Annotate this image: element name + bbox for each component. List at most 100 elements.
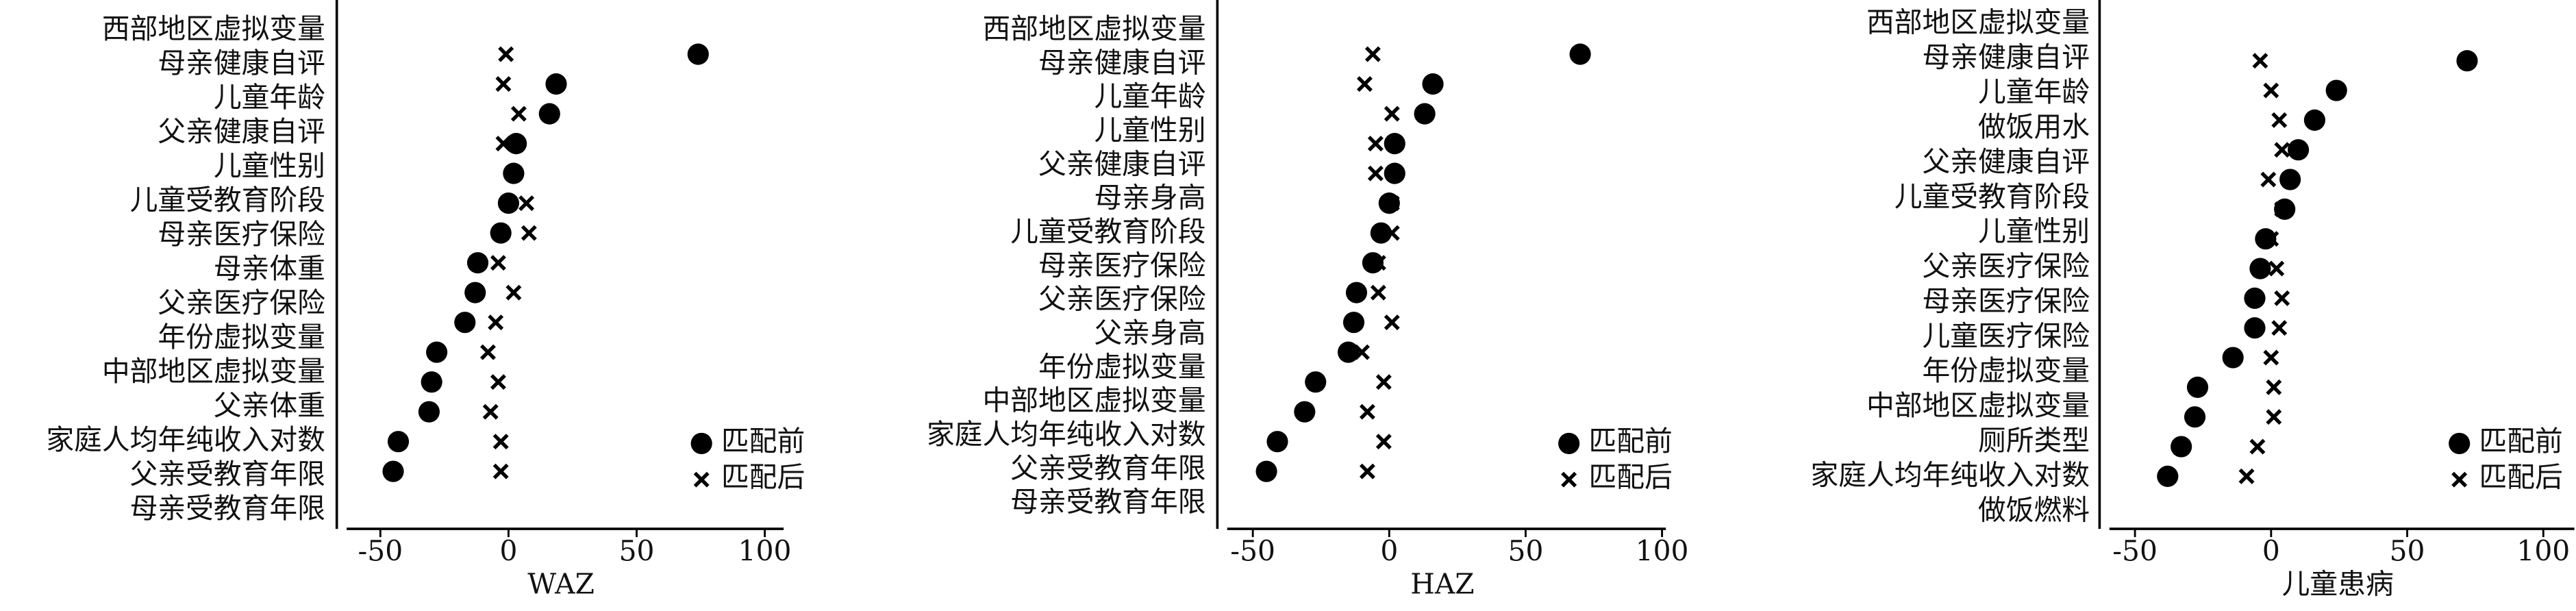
legend-label: 匹配后 — [1588, 461, 1672, 494]
after-cross — [1367, 136, 1384, 152]
marker-stroke — [498, 46, 514, 62]
x-tick-label: 100 — [2516, 535, 2570, 568]
after-cross — [490, 374, 506, 390]
after-cross — [1370, 284, 1386, 301]
marker-stroke — [521, 225, 537, 241]
legend-marker — [690, 432, 712, 455]
marker-stroke — [2271, 112, 2288, 128]
before-dot — [1378, 192, 1400, 214]
before-dot — [1384, 162, 1405, 184]
before-dot — [418, 401, 440, 423]
after-cross — [521, 225, 537, 241]
marker-stroke — [2252, 53, 2268, 69]
category-label: 做饭燃料 — [1978, 494, 2090, 527]
after-cross — [2263, 349, 2279, 366]
after-cross — [492, 434, 509, 450]
legend-marker — [2451, 471, 2468, 488]
category-label: 儿童受教育阶段 — [1010, 215, 1205, 248]
category-label: 母亲医疗保险 — [1922, 284, 2090, 317]
category-label: 母亲体重 — [214, 252, 325, 285]
before-dot — [382, 460, 404, 482]
before-dot — [2249, 258, 2271, 279]
before-dot — [1370, 222, 1392, 244]
marker-stroke — [2249, 438, 2266, 455]
legend-label: 匹配前 — [2479, 425, 2562, 458]
after-cross — [2266, 379, 2282, 395]
after-cross — [1384, 105, 1400, 122]
before-dot — [490, 222, 512, 244]
category-label: 西部地区虚拟变量 — [1866, 5, 2090, 38]
before-dot — [2255, 228, 2277, 250]
marker-stroke — [693, 471, 710, 488]
before-dot — [466, 252, 489, 274]
before-dot — [2303, 109, 2326, 131]
legend-label: 匹配后 — [721, 461, 805, 494]
x-tick-label: 100 — [738, 535, 792, 568]
after-cross — [488, 314, 504, 331]
before-dot — [2279, 169, 2301, 190]
after-cross — [492, 463, 509, 479]
x-tick-label: 0 — [2262, 535, 2280, 568]
after-cross — [2271, 320, 2288, 336]
marker-stroke — [1356, 76, 1373, 92]
marker-stroke — [492, 463, 509, 479]
category-label: 儿童性别 — [1095, 114, 1206, 147]
marker-stroke — [1561, 471, 1577, 488]
marker-stroke — [2260, 171, 2277, 188]
category-label: 儿童受教育阶段 — [130, 184, 325, 216]
marker-stroke — [1384, 314, 1400, 331]
category-label: 母亲受教育年限 — [130, 492, 325, 525]
marker-stroke — [1370, 284, 1386, 301]
category-label: 儿童医疗保险 — [1922, 319, 2090, 352]
legend-marker — [1561, 471, 1577, 488]
category-label: 儿童年龄 — [1095, 80, 1206, 113]
after-cross — [2238, 468, 2255, 484]
marker-stroke — [480, 344, 496, 360]
category-label: 年份虚拟变量 — [158, 321, 325, 353]
before-dot — [2186, 376, 2209, 398]
x-tick-label: 50 — [1508, 535, 1544, 568]
legend-marker — [1558, 432, 1580, 455]
x-tick-label: -50 — [2112, 535, 2158, 568]
before-dot — [1294, 401, 1316, 423]
after-cross — [490, 255, 506, 271]
after-cross — [480, 344, 496, 360]
after-cross — [1375, 374, 1392, 390]
category-label: 父亲健康自评 — [158, 115, 325, 148]
marker-stroke — [2263, 349, 2279, 366]
marker-stroke — [1375, 374, 1392, 390]
category-label: 中部地区虚拟变量 — [983, 384, 1206, 417]
before-dot — [2244, 317, 2266, 339]
before-dot — [1342, 312, 1365, 334]
legend-label: 匹配前 — [1588, 425, 1672, 458]
after-cross — [2249, 438, 2266, 455]
category-label: 儿童受教育阶段 — [1895, 180, 2090, 213]
category-label: 中部地区虚拟变量 — [1866, 389, 2090, 422]
before-dot — [2456, 50, 2478, 72]
before-dot — [1305, 371, 1327, 393]
before-dot — [503, 162, 525, 184]
before-dot — [421, 371, 442, 393]
category-label: 儿童年龄 — [214, 81, 325, 114]
category-label: 父亲身高 — [1095, 316, 1206, 349]
marker-stroke — [495, 76, 512, 92]
category-label: 家庭人均年纯收入对数 — [46, 423, 325, 456]
before-dot — [505, 133, 527, 155]
category-label: 母亲健康自评 — [158, 47, 325, 79]
category-label: 做饭用水 — [1978, 110, 2090, 143]
category-label: 中部地区虚拟变量 — [102, 355, 325, 388]
x-axis-label: HAZ — [1410, 568, 1474, 601]
after-cross — [2263, 82, 2279, 99]
after-cross — [1359, 463, 1375, 479]
category-label: 母亲健康自评 — [1922, 40, 2090, 73]
after-cross — [2274, 142, 2290, 158]
after-cross — [2274, 290, 2290, 306]
before-dot — [2287, 139, 2310, 161]
after-cross — [2271, 112, 2288, 128]
before-dot — [2157, 465, 2179, 487]
before-dot — [1414, 103, 1436, 125]
category-label: 父亲健康自评 — [1922, 145, 2090, 178]
before-dot — [1362, 252, 1384, 274]
legend-label: 匹配前 — [721, 425, 805, 458]
after-cross — [482, 403, 499, 420]
